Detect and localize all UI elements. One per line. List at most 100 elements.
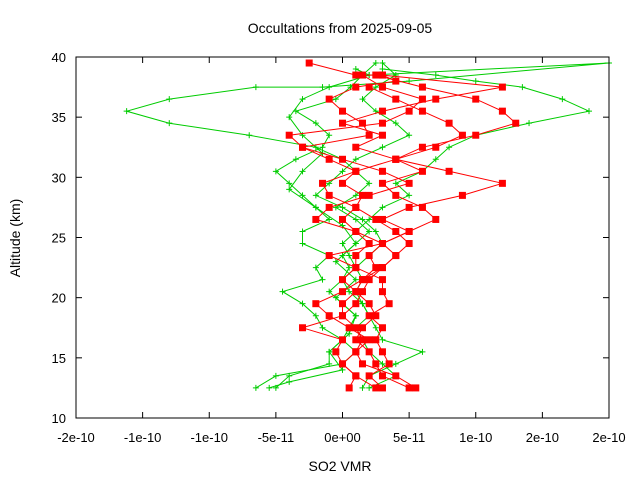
data-point <box>372 312 380 320</box>
data-point <box>352 264 360 272</box>
data-point <box>352 167 360 175</box>
data-point <box>312 120 319 127</box>
data-point <box>372 215 380 223</box>
data-point <box>392 155 400 163</box>
data-point <box>166 120 173 127</box>
data-point <box>352 372 360 380</box>
data-point <box>339 107 346 115</box>
data-point <box>519 84 526 91</box>
data-point <box>472 78 479 85</box>
data-point <box>405 203 413 211</box>
data-point <box>339 119 346 127</box>
data-point <box>405 240 413 248</box>
data-point <box>305 59 313 67</box>
data-point <box>385 300 393 308</box>
data-point <box>458 131 466 139</box>
data-point <box>352 216 359 223</box>
data-point <box>392 252 400 260</box>
data-point <box>339 240 346 247</box>
data-point <box>359 96 366 103</box>
data-point <box>432 215 440 223</box>
data-point <box>339 276 346 284</box>
data-point <box>378 83 386 91</box>
data-point <box>352 288 360 296</box>
data-point <box>352 192 359 199</box>
data-point <box>458 191 466 199</box>
data-point <box>378 384 386 392</box>
x-tick-label: 1e-10 <box>459 430 492 445</box>
data-point <box>385 360 393 368</box>
x-tick-label: 2e-10 <box>592 430 625 445</box>
data-point <box>339 366 346 373</box>
data-point <box>392 120 399 127</box>
data-point <box>339 179 346 187</box>
data-point <box>432 156 439 163</box>
data-point <box>286 378 293 385</box>
data-point <box>352 276 359 283</box>
data-point <box>379 66 386 73</box>
data-point <box>372 336 380 344</box>
y-tick-label: 10 <box>52 411 66 426</box>
data-point <box>365 252 373 260</box>
data-point <box>365 276 373 284</box>
data-point <box>526 120 533 127</box>
data-point <box>418 203 426 211</box>
data-point <box>358 191 366 199</box>
data-point <box>372 228 379 235</box>
data-point <box>299 168 306 175</box>
data-point <box>378 179 386 187</box>
data-point <box>378 131 386 139</box>
data-point <box>339 204 346 211</box>
data-point <box>379 336 386 343</box>
data-point <box>392 372 400 380</box>
data-point <box>378 372 386 380</box>
data-point <box>358 336 366 344</box>
data-point <box>319 84 326 91</box>
data-point <box>392 191 400 199</box>
data-point <box>372 384 380 392</box>
tick-layer: -2e-10 -1e-10 -1e-10 -5e-11 0e+00 5e-11 1e-10 2… <box>52 50 626 445</box>
data-point <box>339 168 346 175</box>
data-point <box>352 324 360 332</box>
x-tick-label: 5e-11 <box>393 430 425 445</box>
data-point <box>418 83 426 91</box>
data-point <box>352 300 360 308</box>
y-tick-label: 20 <box>52 291 66 306</box>
data-point <box>406 78 413 85</box>
data-point <box>325 95 333 103</box>
data-point <box>325 312 333 320</box>
data-point <box>252 84 259 91</box>
data-point <box>432 95 440 103</box>
data-point <box>352 312 359 319</box>
data-point <box>346 288 353 295</box>
data-point <box>345 384 353 392</box>
data-point <box>418 167 426 175</box>
y-tick-label: 35 <box>52 110 66 125</box>
data-point <box>339 288 346 296</box>
data-point <box>346 252 353 259</box>
x-axis-label: SO2 VMR <box>308 458 371 474</box>
data-point <box>379 144 386 151</box>
data-point <box>358 119 366 127</box>
data-point <box>378 288 386 296</box>
data-point <box>365 372 373 380</box>
data-point <box>366 384 373 391</box>
data-point <box>378 107 386 115</box>
y-tick-label: 30 <box>52 170 66 185</box>
data-point <box>325 155 333 163</box>
data-point <box>372 360 380 368</box>
data-point <box>378 215 386 223</box>
data-point <box>352 336 360 344</box>
data-point <box>326 132 333 139</box>
data-point <box>352 66 359 73</box>
data-point <box>392 227 400 235</box>
data-point <box>405 179 413 187</box>
data-point <box>358 324 366 332</box>
x-tick-label: 0e+00 <box>324 430 361 445</box>
data-point <box>392 77 400 85</box>
data-point <box>312 300 320 308</box>
data-point <box>346 264 353 271</box>
data-point <box>446 144 453 151</box>
data-point <box>279 288 286 295</box>
